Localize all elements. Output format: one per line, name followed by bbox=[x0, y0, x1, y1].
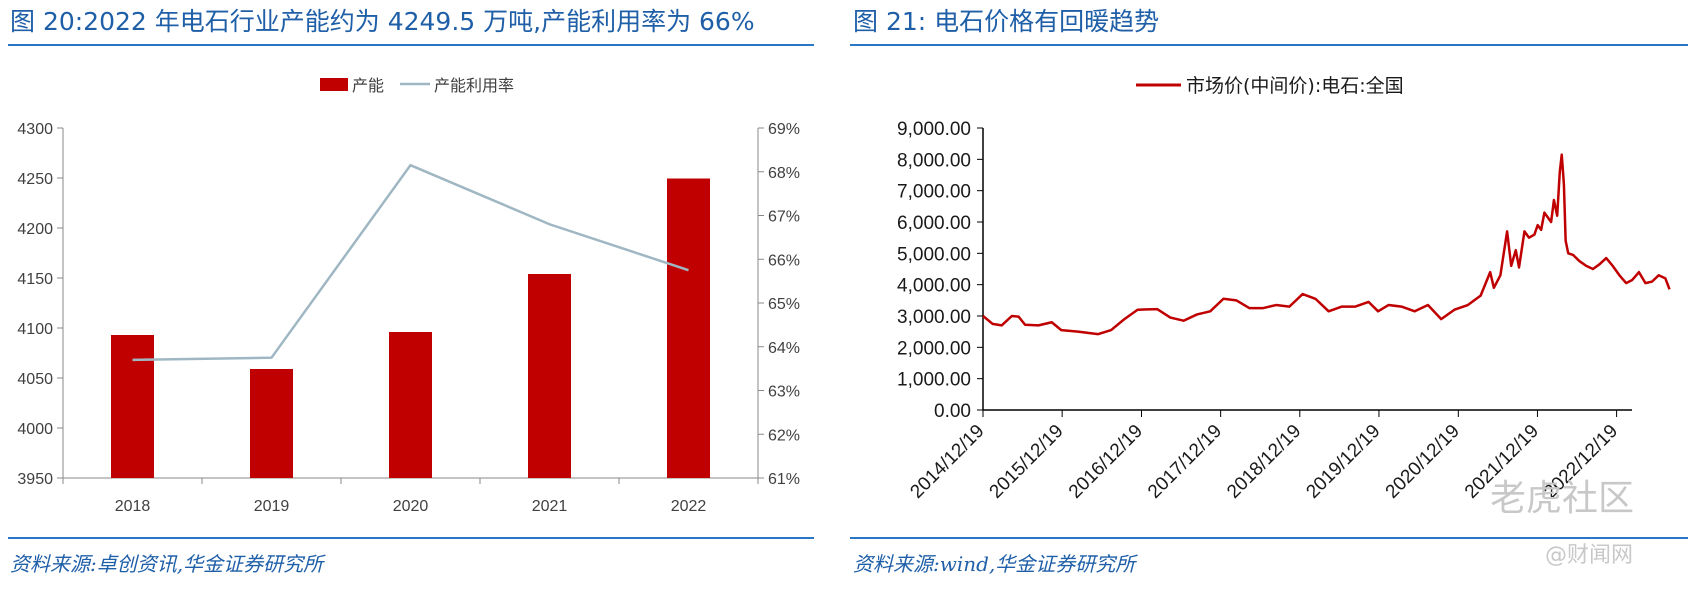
price-y-tick-label: 9,000.00 bbox=[897, 119, 971, 140]
y2-tick-label: 62% bbox=[768, 427, 800, 444]
y2-tick-label: 63% bbox=[768, 384, 800, 401]
price-x-tick-label: 2018/12/19 bbox=[1223, 421, 1305, 503]
y-tick-label: 4150 bbox=[17, 271, 53, 288]
price-x-tick-label: 2019/12/19 bbox=[1302, 421, 1384, 503]
price-y-tick-label: 6,000.00 bbox=[897, 213, 971, 234]
y-tick-label: 4250 bbox=[17, 171, 53, 188]
x-tick-label: 2021 bbox=[532, 498, 568, 515]
utilization-line bbox=[132, 163, 689, 362]
left-footer-rule bbox=[8, 537, 814, 539]
x-tick-label: 2018 bbox=[115, 498, 151, 515]
bar-2020 bbox=[389, 332, 432, 478]
left-source-note: 资料来源:卓创资讯,华金证券研究所 bbox=[10, 552, 324, 576]
y2-tick-label: 67% bbox=[768, 209, 800, 226]
price-y-tick-label: 7,000.00 bbox=[897, 182, 971, 203]
y2-tick-label: 65% bbox=[768, 296, 800, 313]
price-y-tick-label: 4,000.00 bbox=[897, 276, 971, 297]
legend-line-label: 产能利用率 bbox=[434, 76, 514, 95]
y-tick-label: 4050 bbox=[17, 371, 53, 388]
x-tick-label: 2022 bbox=[671, 498, 707, 515]
price-line bbox=[982, 153, 1671, 336]
price-y-tick-label: 3,000.00 bbox=[897, 307, 971, 328]
price-chart: 9,000.00 8,000.00 7,000.00 6,000.00 5,000.00… bbox=[897, 75, 1671, 503]
x-tick-label: 2020 bbox=[393, 498, 429, 515]
price-legend-label: 市场价(中间价):电石:全国 bbox=[1186, 75, 1404, 97]
price-x-tick-label: 2016/12/19 bbox=[1065, 421, 1147, 503]
y-tick-label: 4100 bbox=[17, 321, 53, 338]
price-x-tick-label: 2020/12/19 bbox=[1382, 421, 1464, 503]
right-source-note: 资料来源:wind,华金证券研究所 bbox=[853, 552, 1136, 576]
watermark: 老虎社区 @财闻网 bbox=[1490, 478, 1634, 568]
bar-2021 bbox=[528, 274, 571, 478]
price-y-tick-label: 5,000.00 bbox=[897, 244, 971, 265]
y2-tick-label: 66% bbox=[768, 252, 800, 269]
bar-2018 bbox=[111, 335, 154, 478]
y-tick-label: 3950 bbox=[17, 471, 53, 488]
y2-tick-label: 64% bbox=[768, 340, 800, 357]
bar-2019 bbox=[250, 369, 293, 478]
watermark-text: 老虎社区 bbox=[1490, 478, 1634, 519]
legend-bar-swatch bbox=[320, 78, 348, 91]
right-chart-title: 图 21: 电石价格有回暖趋势 bbox=[853, 7, 1160, 36]
bar-2022 bbox=[667, 178, 710, 478]
legend-bar-label: 产能 bbox=[352, 76, 384, 95]
y2-tick-label: 68% bbox=[768, 165, 800, 182]
left-title-rule bbox=[8, 44, 814, 46]
price-y-tick-label: 1,000.00 bbox=[897, 370, 971, 391]
y-tick-label: 4300 bbox=[17, 121, 53, 138]
price-x-tick-label: 2015/12/19 bbox=[986, 421, 1068, 503]
right-title-rule bbox=[850, 44, 1688, 46]
capacity-chart: 4300 4250 4200 4150 4100 4050 4000 3950 69% 68% 67… bbox=[17, 76, 800, 515]
y2-tick-label: 61% bbox=[768, 471, 800, 488]
price-y-tick-label: 8,000.00 bbox=[897, 150, 971, 171]
price-y-tick-label: 2,000.00 bbox=[897, 338, 971, 359]
x-tick-label: 2019 bbox=[254, 498, 290, 515]
y-tick-label: 4200 bbox=[17, 221, 53, 238]
y2-tick-label: 69% bbox=[768, 121, 800, 138]
right-footer-rule bbox=[850, 537, 1688, 539]
watermark-subtext: @财闻网 bbox=[1545, 543, 1633, 568]
price-y-tick-label: 0.00 bbox=[934, 401, 971, 422]
left-chart-title: 图 20:2022 年电石行业产能约为 4249.5 万吨,产能利用率为 66% bbox=[10, 7, 755, 36]
price-x-tick-label: 2017/12/19 bbox=[1144, 421, 1226, 503]
y-tick-label: 4000 bbox=[17, 421, 53, 438]
price-x-tick-label: 2014/12/19 bbox=[906, 421, 988, 503]
